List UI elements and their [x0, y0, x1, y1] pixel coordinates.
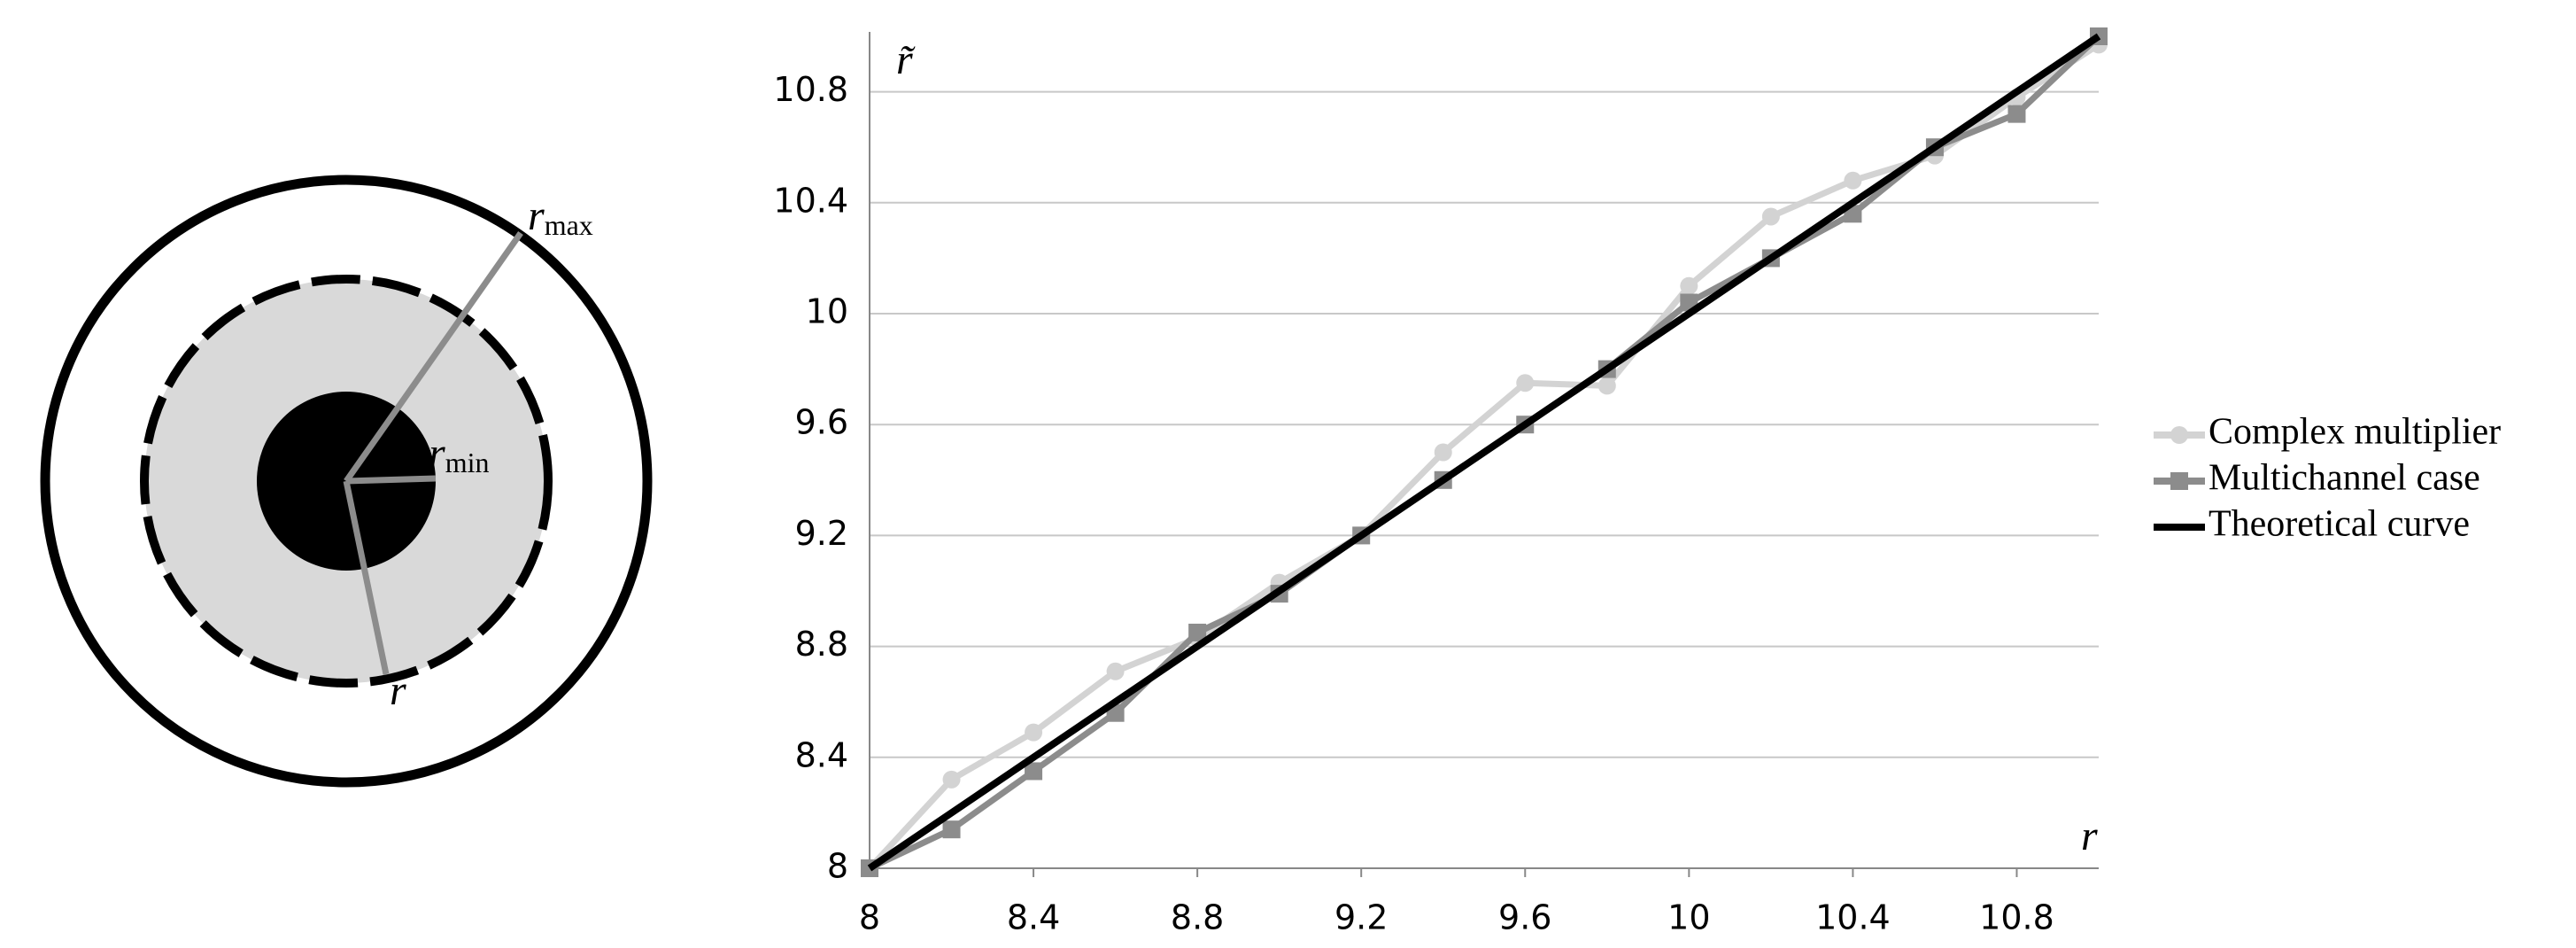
- data-point: [1025, 762, 1043, 781]
- y-tick-label: 10.4: [773, 181, 848, 220]
- y-tick-label: 8.4: [795, 735, 848, 774]
- x-tick-label: 9.2: [1334, 898, 1388, 937]
- y-tick-label: 10: [806, 292, 848, 331]
- label-sub: min: [445, 447, 490, 478]
- series-line: [867, 33, 2101, 872]
- radius-r: [343, 480, 390, 675]
- x-tick-label: 10.8: [1979, 898, 2054, 937]
- x-tick-label: 9.6: [1498, 898, 1551, 937]
- data-point: [942, 770, 961, 789]
- label-base: r: [528, 192, 545, 239]
- label-rmax: rmax: [528, 192, 593, 241]
- legend-label: Multichannel case: [2209, 458, 2480, 499]
- legend-marker: [2170, 472, 2188, 490]
- data-point: [1516, 374, 1535, 392]
- legend-label: Complex multiplier: [2209, 412, 2501, 453]
- series-line: [867, 42, 2100, 871]
- x-tick-label: 8.8: [1171, 898, 1224, 937]
- label-r: r: [390, 667, 406, 714]
- x-tick-label: 8: [859, 898, 880, 937]
- data-point: [1106, 662, 1125, 680]
- x-tick-label: 10: [1667, 898, 1710, 937]
- label-sub: max: [545, 209, 593, 241]
- label-rmin: rmin: [429, 430, 489, 478]
- radius-min: [345, 475, 437, 485]
- data-point: [1434, 443, 1452, 462]
- label-base: r: [429, 430, 445, 477]
- diagram: rmax rmin r: [40, 175, 653, 788]
- y-tick-label: 8.8: [795, 625, 848, 664]
- data-point: [1025, 723, 1043, 742]
- data-point: [1680, 276, 1698, 295]
- data-point: [942, 820, 961, 839]
- data-point: [1597, 377, 1616, 395]
- legend-label: Theoretical curve: [2209, 504, 2470, 545]
- x-tick-label: 10.4: [1815, 898, 1891, 937]
- y-tick-label: 8: [827, 847, 848, 886]
- radius-max: [344, 230, 523, 484]
- x-tick-label: 8.4: [1007, 898, 1060, 937]
- y-tick-label: 10.8: [773, 70, 848, 109]
- data-point: [2007, 105, 2026, 123]
- legend-marker: [2170, 426, 2188, 444]
- outer-circle: [40, 175, 653, 788]
- y-axis-label: r̃: [896, 36, 916, 83]
- y-tick-label: 9.6: [795, 403, 848, 442]
- data-point: [1188, 623, 1207, 641]
- data-point: [1761, 207, 1780, 226]
- data-point: [1844, 171, 1862, 190]
- x-axis-label: r: [2081, 812, 2098, 859]
- y-tick-label: 9.2: [795, 514, 848, 553]
- chart: 8 8.4 8.8 9.2 9.6 10 10.4 10.8 8 8.4 8.8 9.2 9.6 10 10…: [773, 27, 2501, 937]
